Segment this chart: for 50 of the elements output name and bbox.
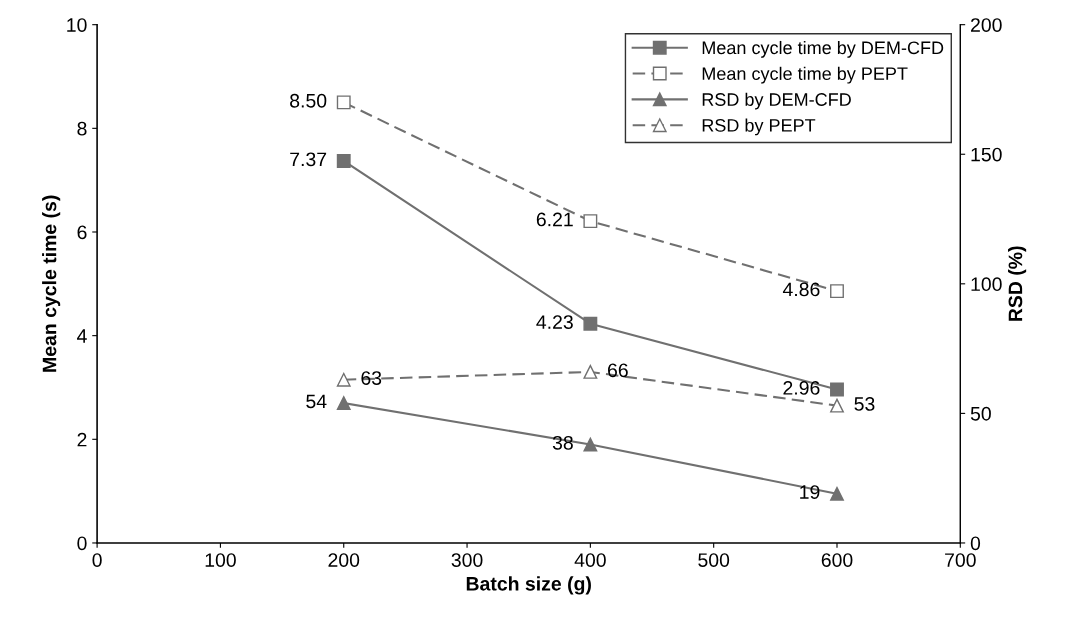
y-tick-label: 8	[77, 121, 87, 136]
data-label: 8.50	[290, 93, 327, 108]
x-tick-label: 600	[821, 553, 853, 567]
legend-label: RSD by DEM-CFD	[702, 92, 851, 110]
y2-tick-label: 100	[971, 277, 1002, 292]
point	[830, 398, 844, 413]
y2-tick-label: 0	[970, 536, 981, 551]
y-tick-label: 2	[77, 432, 87, 447]
x-tick-label: 700	[945, 553, 976, 567]
y-tick-label: 0	[77, 536, 87, 551]
x-tick-label: 200	[328, 553, 360, 567]
y2-tick-label: 200	[971, 18, 1002, 32]
point	[336, 396, 351, 410]
y2-axis-title: RSD (%)	[1008, 246, 1027, 321]
data-label: 66	[608, 363, 628, 378]
x-tick-label: 400	[574, 553, 606, 567]
data-label: 4.23	[536, 315, 573, 329]
x-tick-label: 300	[451, 553, 483, 567]
point	[583, 316, 598, 331]
data-label: 54	[306, 394, 327, 409]
point	[336, 372, 351, 387]
x-tick-label: 100	[205, 553, 236, 567]
x-tick-label: 0	[92, 553, 102, 567]
point	[583, 364, 598, 379]
data-label: 2.96	[783, 381, 820, 395]
point	[583, 214, 598, 229]
data-label: 19	[800, 485, 820, 499]
legend-label: RSD by PEPT	[702, 118, 816, 136]
legend-label: Mean cycle time by DEM-CFD	[702, 40, 944, 58]
data-label: 7.37	[290, 152, 327, 167]
point	[830, 284, 844, 299]
y-tick-label: 10	[67, 18, 87, 32]
point	[830, 382, 844, 397]
x-axis-title: Batch size (g)	[466, 576, 591, 595]
data-label: 4.86	[782, 282, 820, 297]
y2-tick-label: 150	[971, 147, 1002, 162]
data-label: 6.21	[536, 212, 573, 227]
y2-tick-label: 50	[970, 406, 991, 421]
y-tick-label: 6	[77, 225, 87, 240]
y-tick-label: 4	[77, 329, 87, 343]
point	[830, 486, 844, 501]
point	[583, 437, 598, 452]
point	[336, 154, 351, 168]
data-label: 38	[552, 435, 573, 450]
y-axis-title: Mean cycle time (s)	[42, 195, 61, 372]
x-tick-label: 500	[698, 553, 730, 567]
legend-label: Mean cycle time by PEPT	[702, 66, 908, 84]
point	[336, 95, 351, 110]
data-label: 63	[361, 371, 382, 385]
data-label: 53	[854, 397, 875, 411]
